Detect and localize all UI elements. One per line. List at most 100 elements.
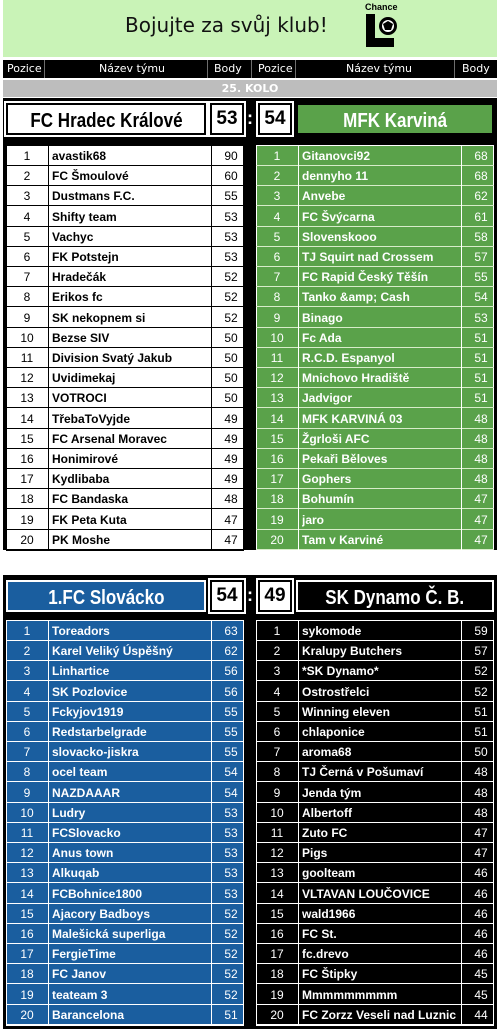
table-row[interactable]: 17 Gophers 48 bbox=[256, 469, 494, 489]
table-row[interactable]: 11 Zuto FC 47 bbox=[256, 823, 494, 843]
table-row[interactable]: 7 Hradečák 52 bbox=[6, 267, 244, 287]
row-team-name: Bezse SIV bbox=[52, 331, 110, 345]
table-row[interactable]: 9 Jenda tým 48 bbox=[256, 783, 494, 803]
row-points: 52 bbox=[224, 907, 238, 921]
col-pos-right: Pozice bbox=[258, 62, 293, 75]
table-row[interactable]: 8 ocel team 54 bbox=[6, 762, 244, 782]
table-row[interactable]: 4 SK Pozlovice 56 bbox=[6, 682, 244, 702]
row-position: 11 bbox=[270, 826, 284, 840]
table-row[interactable]: 9 SK nekopnem si 52 bbox=[6, 308, 244, 328]
table-row[interactable]: 1 sykomode 59 bbox=[256, 621, 494, 641]
table-row[interactable]: 7 slovacko-jiskra 55 bbox=[6, 742, 244, 762]
table-row[interactable]: 16 Malešická superliga 52 bbox=[6, 924, 244, 944]
table-row[interactable]: 2 FC Šmoulové 60 bbox=[6, 166, 244, 186]
table-row[interactable]: 20 FC Zorzz Veseli nad Luznic 44 bbox=[256, 1005, 494, 1025]
table-row[interactable]: 19 Mmmmmmmmm 45 bbox=[256, 985, 494, 1005]
table-row[interactable]: 15 FC Arsenal Moravec 49 bbox=[6, 429, 244, 449]
table-row[interactable]: 5 Fckyjov1919 55 bbox=[6, 702, 244, 722]
table-row[interactable]: 1 Gitanovci92 68 bbox=[256, 146, 494, 166]
table-row[interactable]: 20 PK Moshe 47 bbox=[6, 530, 244, 550]
row-points: 54 bbox=[224, 786, 238, 800]
table-row[interactable]: 12 Uvidimekaj 50 bbox=[6, 368, 244, 388]
table-row[interactable]: 5 Vachyc 53 bbox=[6, 227, 244, 247]
table-row[interactable]: 4 FC Švýcarna 61 bbox=[256, 207, 494, 227]
table-row[interactable]: 9 NAZDAAAR 54 bbox=[6, 783, 244, 803]
table-row[interactable]: 4 Shifty team 53 bbox=[6, 207, 244, 227]
table-row[interactable]: 16 Honimirové 49 bbox=[6, 449, 244, 469]
table-row[interactable]: 1 avastik68 90 bbox=[6, 146, 244, 166]
table-row[interactable]: 6 Redstarbelgrade 55 bbox=[6, 722, 244, 742]
row-points: 51 bbox=[224, 1008, 238, 1022]
table-row[interactable]: 18 FC Janov 52 bbox=[6, 964, 244, 984]
table-row[interactable]: 19 teateam 3 52 bbox=[6, 985, 244, 1005]
table-row[interactable]: 14 MFK KARVINÁ 03 48 bbox=[256, 409, 494, 429]
row-position: 17 bbox=[270, 947, 284, 961]
table-row[interactable]: 17 fc.drevo 46 bbox=[256, 944, 494, 964]
table-row[interactable]: 3 Dustmans F.C. 55 bbox=[6, 186, 244, 206]
table-row[interactable]: 19 jaro 47 bbox=[256, 510, 494, 530]
table-row[interactable]: 11 Division Svatý Jakub 50 bbox=[6, 348, 244, 368]
table-row[interactable]: 14 VLTAVAN LOUČOVICE 46 bbox=[256, 884, 494, 904]
table-row[interactable]: 17 FergieTime 52 bbox=[6, 944, 244, 964]
table-row[interactable]: 14 TřebaToVyjde 49 bbox=[6, 409, 244, 429]
table-row[interactable]: 13 Jadvigor 51 bbox=[256, 388, 494, 408]
table-row[interactable]: 3 *SK Dynamo* 52 bbox=[256, 661, 494, 681]
table-row[interactable]: 12 Pigs 47 bbox=[256, 843, 494, 863]
row-team-name: jaro bbox=[302, 513, 325, 527]
table-row[interactable]: 1 Toreadors 63 bbox=[6, 621, 244, 641]
table-row[interactable]: 9 Binago 53 bbox=[256, 308, 494, 328]
table-row[interactable]: 19 FK Peta Kuta 47 bbox=[6, 510, 244, 530]
table-row[interactable]: 3 Linhartice 56 bbox=[6, 661, 244, 681]
table-row[interactable]: 18 Bohumín 47 bbox=[256, 489, 494, 509]
table-row[interactable]: 5 Slovenskooo 58 bbox=[256, 227, 494, 247]
table-row[interactable]: 20 Tam v Karviné 47 bbox=[256, 530, 494, 550]
table-row[interactable]: 4 Ostrostřelci 52 bbox=[256, 682, 494, 702]
table-row[interactable]: 13 VOTROCI 50 bbox=[6, 388, 244, 408]
table-row[interactable]: 10 Bezse SIV 50 bbox=[6, 328, 244, 348]
table-row[interactable]: 7 aroma68 50 bbox=[256, 742, 494, 762]
row-position: 17 bbox=[270, 472, 284, 486]
row-position: 20 bbox=[20, 1008, 34, 1022]
table-row[interactable]: 18 FC Bandaska 48 bbox=[6, 489, 244, 509]
table-row[interactable]: 18 FC Štipky 45 bbox=[256, 964, 494, 984]
table-row[interactable]: 17 Kydlibaba 49 bbox=[6, 469, 244, 489]
table-row[interactable]: 6 chlaponice 51 bbox=[256, 722, 494, 742]
table-row[interactable]: 20 Barancelona 51 bbox=[6, 1005, 244, 1025]
promo-banner[interactable]: Bojujte za svůj klub! Chance bbox=[3, 0, 497, 57]
table-row[interactable]: 15 Žgrloši AFC 48 bbox=[256, 429, 494, 449]
table-row[interactable]: 15 wald1966 46 bbox=[256, 904, 494, 924]
table-row[interactable]: 3 Anvebe 62 bbox=[256, 186, 494, 206]
table-row[interactable]: 16 Pekaři Běloves 48 bbox=[256, 449, 494, 469]
table-row[interactable]: 8 Tanko &amp; Cash 54 bbox=[256, 287, 494, 307]
row-team-name: teateam 3 bbox=[52, 988, 108, 1002]
away-team-header[interactable]: SK Dynamo Č. B. bbox=[296, 580, 494, 612]
table-row[interactable]: 10 Albertoff 48 bbox=[256, 803, 494, 823]
row-points: 51 bbox=[474, 371, 488, 385]
table-row[interactable]: 2 Kralupy Butchers 57 bbox=[256, 641, 494, 661]
home-team-header[interactable]: 1.FC Slovácko bbox=[6, 580, 206, 612]
row-points: 57 bbox=[474, 250, 488, 264]
row-points: 48 bbox=[474, 472, 488, 486]
table-row[interactable]: 15 Ajacory Badboys 52 bbox=[6, 904, 244, 924]
table-row[interactable]: 8 TJ Černá v Pošumaví 48 bbox=[256, 762, 494, 782]
away-team-header[interactable]: MFK Karviná bbox=[296, 103, 494, 135]
table-row[interactable]: 6 FK Potstejn 53 bbox=[6, 247, 244, 267]
table-row[interactable]: 12 Mnichovo Hradiště 51 bbox=[256, 368, 494, 388]
table-row[interactable]: 16 FC St. 46 bbox=[256, 924, 494, 944]
table-row[interactable]: 13 Alkuqab 53 bbox=[6, 863, 244, 883]
table-row[interactable]: 10 Ludry 53 bbox=[6, 803, 244, 823]
table-row[interactable]: 14 FCBohnice1800 53 bbox=[6, 884, 244, 904]
table-row[interactable]: 13 goolteam 46 bbox=[256, 863, 494, 883]
table-row[interactable]: 7 FC Rapid Český Těšín 55 bbox=[256, 267, 494, 287]
table-row[interactable]: 10 Fc Ada 51 bbox=[256, 328, 494, 348]
table-row[interactable]: 2 Karel Veliký Úspěšný 62 bbox=[6, 641, 244, 661]
table-row[interactable]: 11 R.C.D. Espanyol 51 bbox=[256, 348, 494, 368]
table-row[interactable]: 2 dennyho 11 68 bbox=[256, 166, 494, 186]
table-row[interactable]: 11 FCSlovacko 53 bbox=[6, 823, 244, 843]
home-team-table bbox=[6, 145, 244, 551]
table-row[interactable]: 8 Erikos fc 52 bbox=[6, 287, 244, 307]
home-team-header[interactable]: FC Hradec Králové bbox=[4, 101, 208, 137]
table-row[interactable]: 12 Anus town 53 bbox=[6, 843, 244, 863]
table-row[interactable]: 5 Winning eleven 51 bbox=[256, 702, 494, 722]
table-row[interactable]: 6 TJ Squirt nad Crossem 57 bbox=[256, 247, 494, 267]
